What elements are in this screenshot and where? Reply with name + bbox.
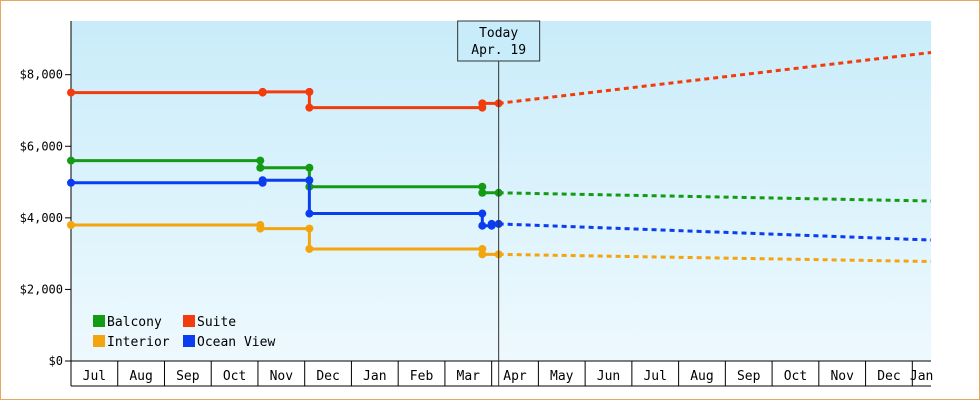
x-axis: Jul Aug Sep Oct Nov Dec Jan Feb Mar Apr May Jun Jul A… (70, 360, 933, 387)
x-tick-label: Jul (643, 369, 666, 384)
data-point (478, 182, 487, 191)
legend-label: Ocean View (197, 335, 275, 350)
series-suite (67, 51, 932, 112)
data-point (478, 99, 487, 108)
data-point (305, 176, 314, 185)
legend-swatch (183, 315, 195, 327)
data-point (256, 156, 265, 165)
y-axis: $0 $2,000 $4,000 $6,000 $8,000 (20, 21, 72, 368)
data-point (67, 178, 75, 187)
x-tick-label: Mar (457, 369, 481, 384)
data-point (478, 250, 487, 259)
data-point (256, 163, 265, 172)
x-tick-label: Jan (363, 369, 386, 384)
x-tick-label: Apr (503, 369, 527, 384)
legend: Balcony Suite Interior Ocean View (93, 315, 275, 350)
series-layer (67, 51, 932, 264)
forecast-line (498, 51, 932, 105)
x-tick-label: Aug (690, 369, 713, 384)
x-tick-label: Jan (910, 369, 933, 384)
series-interior (67, 221, 932, 264)
x-tick-label: Dec (316, 369, 339, 384)
data-point (478, 188, 487, 197)
x-tick-label: Feb (410, 369, 434, 384)
x-tick-label: May (550, 369, 574, 384)
legend-label: Interior (107, 335, 170, 350)
x-tick-label: Oct (223, 369, 246, 384)
x-tick-label: Dec (877, 369, 900, 384)
data-point (478, 221, 487, 230)
x-tick-label: Nov (830, 369, 854, 384)
x-tick-label: Sep (176, 369, 200, 384)
data-point (305, 87, 314, 96)
data-point (67, 221, 75, 229)
legend-item: Suite (183, 315, 236, 330)
x-tick-label: Jun (597, 369, 620, 384)
data-point (256, 224, 265, 233)
data-point (258, 176, 267, 185)
data-point (478, 209, 487, 218)
legend-label: Balcony (107, 315, 162, 330)
y-tick-label: $4,000 (20, 211, 63, 225)
data-point (305, 224, 314, 233)
legend-item: Balcony (93, 315, 162, 330)
data-point (258, 87, 267, 96)
today-marker: Today Apr. 19 (457, 20, 541, 386)
forecast-line (498, 191, 932, 203)
data-point (487, 219, 496, 228)
today-box (457, 20, 541, 62)
today-date: Apr. 19 (471, 43, 526, 58)
x-tick-label: Jul (83, 369, 106, 384)
data-point (305, 163, 314, 172)
data-point (305, 103, 314, 112)
data-point (305, 209, 314, 218)
forecast-line (498, 252, 932, 264)
legend-item: Interior (93, 335, 170, 350)
legend-label: Suite (197, 315, 236, 330)
y-tick-label: $6,000 (20, 139, 63, 153)
y-tick-label: $8,000 (20, 68, 63, 82)
data-point (67, 88, 75, 97)
legend-swatch (93, 315, 105, 327)
y-tick-label: $2,000 (20, 282, 63, 296)
data-point (67, 156, 75, 165)
legend-swatch (183, 335, 195, 347)
x-tick-label: Oct (784, 369, 807, 384)
x-tick-label: Sep (737, 369, 761, 384)
x-tick-label: Aug (129, 369, 152, 384)
today-label: Today (479, 26, 518, 41)
y-tick-label: $0 (49, 354, 63, 368)
data-point (305, 244, 314, 253)
series-ocean-view (67, 176, 932, 242)
x-tick-label: Nov (270, 369, 294, 384)
forecast-line (498, 222, 932, 242)
legend-item: Ocean View (183, 335, 275, 350)
legend-swatch (93, 335, 105, 347)
